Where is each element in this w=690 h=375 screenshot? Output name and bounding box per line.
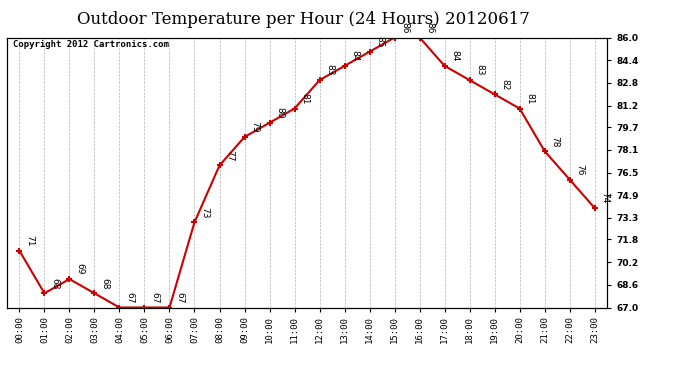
Text: 76: 76 xyxy=(575,164,584,176)
Text: 84: 84 xyxy=(450,50,459,62)
Text: 81: 81 xyxy=(525,93,534,104)
Text: 82: 82 xyxy=(500,79,509,90)
Text: 80: 80 xyxy=(275,107,284,118)
Text: 81: 81 xyxy=(300,93,309,104)
Text: 85: 85 xyxy=(375,36,384,48)
Text: 83: 83 xyxy=(475,64,484,76)
Text: 86: 86 xyxy=(400,22,409,33)
Text: 73: 73 xyxy=(200,207,209,218)
Text: 67: 67 xyxy=(175,292,184,303)
Text: Outdoor Temperature per Hour (24 Hours) 20120617: Outdoor Temperature per Hour (24 Hours) … xyxy=(77,11,530,28)
Text: 86: 86 xyxy=(425,22,434,33)
Text: 67: 67 xyxy=(125,292,134,303)
Text: 84: 84 xyxy=(350,50,359,62)
Text: 68: 68 xyxy=(100,278,109,289)
Text: Copyright 2012 Cartronics.com: Copyright 2012 Cartronics.com xyxy=(13,40,169,49)
Text: 77: 77 xyxy=(225,150,234,161)
Text: 71: 71 xyxy=(25,235,34,246)
Text: 79: 79 xyxy=(250,121,259,133)
Text: 68: 68 xyxy=(50,278,59,289)
Text: 69: 69 xyxy=(75,263,84,275)
Text: 74: 74 xyxy=(600,192,609,204)
Text: 78: 78 xyxy=(550,135,559,147)
Text: 67: 67 xyxy=(150,292,159,303)
Text: 83: 83 xyxy=(325,64,334,76)
